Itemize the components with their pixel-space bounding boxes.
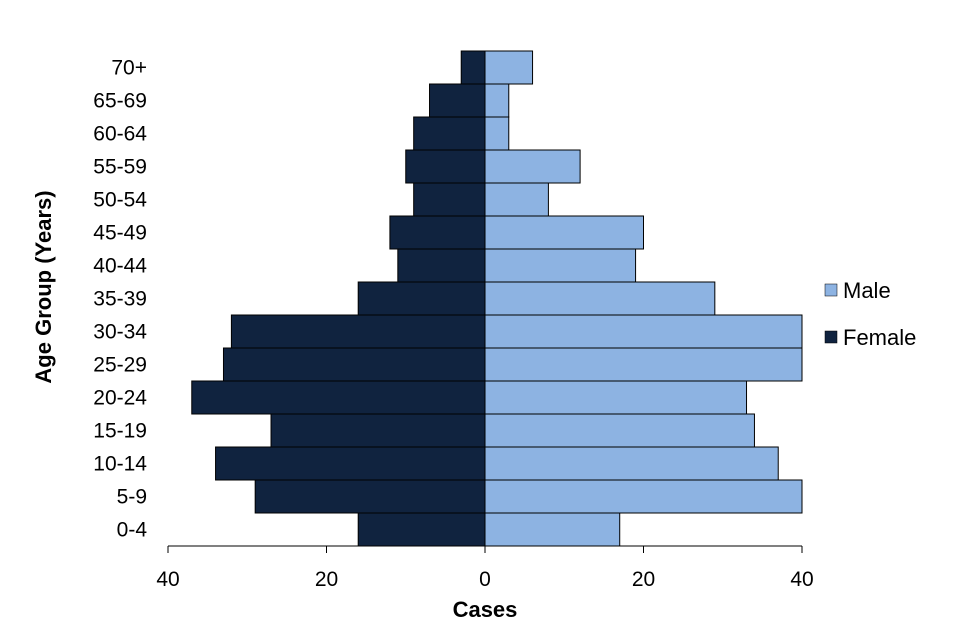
y-tick-label: 25-29 [93,354,147,377]
bar-female-25-29 [222,347,486,382]
y-tick-label: 65-69 [93,90,147,113]
bar-female-50-54 [413,182,486,217]
bar-female-30-34 [230,314,486,349]
y-tick-label: 70+ [111,57,147,80]
bar-male-70+ [484,50,534,85]
x-tick-label: 40 [156,568,179,591]
bar-female-5-9 [254,479,486,514]
y-tick-label: 0-4 [117,519,148,542]
y-tick-label: 5-9 [117,486,147,509]
bar-male-15-19 [484,413,755,448]
y-tick-label: 40-44 [93,255,147,278]
bar-male-45-49 [484,215,644,250]
y-tick-label: 15-19 [93,420,147,443]
y-tick-labels: 0-4 5-9 10-14 15-19 20-24 25-29 30-34 35-39 40-4… [93,57,147,542]
bar-female-20-24 [191,380,486,415]
y-tick-label: 55-59 [93,156,147,179]
bar-female-40-44 [397,248,486,283]
y-tick-label: 20-24 [93,387,147,410]
x-tick-label: 0 [479,568,491,591]
legend-label-female: Female [843,325,916,350]
bar-male-25-29 [484,347,803,382]
bar-female-70+ [460,50,486,85]
bar-male-40-44 [484,248,637,283]
x-tick-label: 20 [632,568,655,591]
male-bars [484,50,803,547]
bar-male-0-4 [484,512,621,547]
x-tick-label: 40 [790,568,813,591]
bar-female-60-64 [413,116,486,151]
bar-male-10-14 [484,446,779,481]
bar-male-50-54 [484,182,549,217]
bar-female-55-59 [405,149,486,184]
bar-female-0-4 [357,512,486,547]
axes [167,51,803,553]
bar-male-65-69 [484,83,510,118]
y-tick-label: 50-54 [93,189,147,212]
bar-female-15-19 [270,413,486,448]
bar-female-45-49 [389,215,486,250]
y-tick-label: 10-14 [93,453,147,476]
female-bars [191,50,486,547]
bar-female-35-39 [357,281,486,316]
bar-male-35-39 [484,281,716,316]
y-axis-title: Age Group (Years) [31,190,56,383]
x-axis-title: Cases [453,597,518,622]
bar-male-20-24 [484,380,748,415]
y-tick-label: 45-49 [93,222,147,245]
x-tick-labels: 40 20 0 20 40 [156,568,813,591]
bar-male-55-59 [484,149,581,184]
y-tick-label: 35-39 [93,288,147,311]
legend-label-male: Male [843,278,891,303]
bar-male-30-34 [484,314,803,349]
x-tick-label: 20 [315,568,338,591]
y-tick-label: 60-64 [93,123,147,146]
legend: Male Female [824,278,916,350]
legend-swatch-female [824,330,838,344]
legend-swatch-male [824,283,838,297]
bar-female-10-14 [215,446,486,481]
bar-female-65-69 [429,83,486,118]
bar-male-60-64 [484,116,510,151]
y-tick-label: 30-34 [93,321,147,344]
bar-male-5-9 [484,479,803,514]
